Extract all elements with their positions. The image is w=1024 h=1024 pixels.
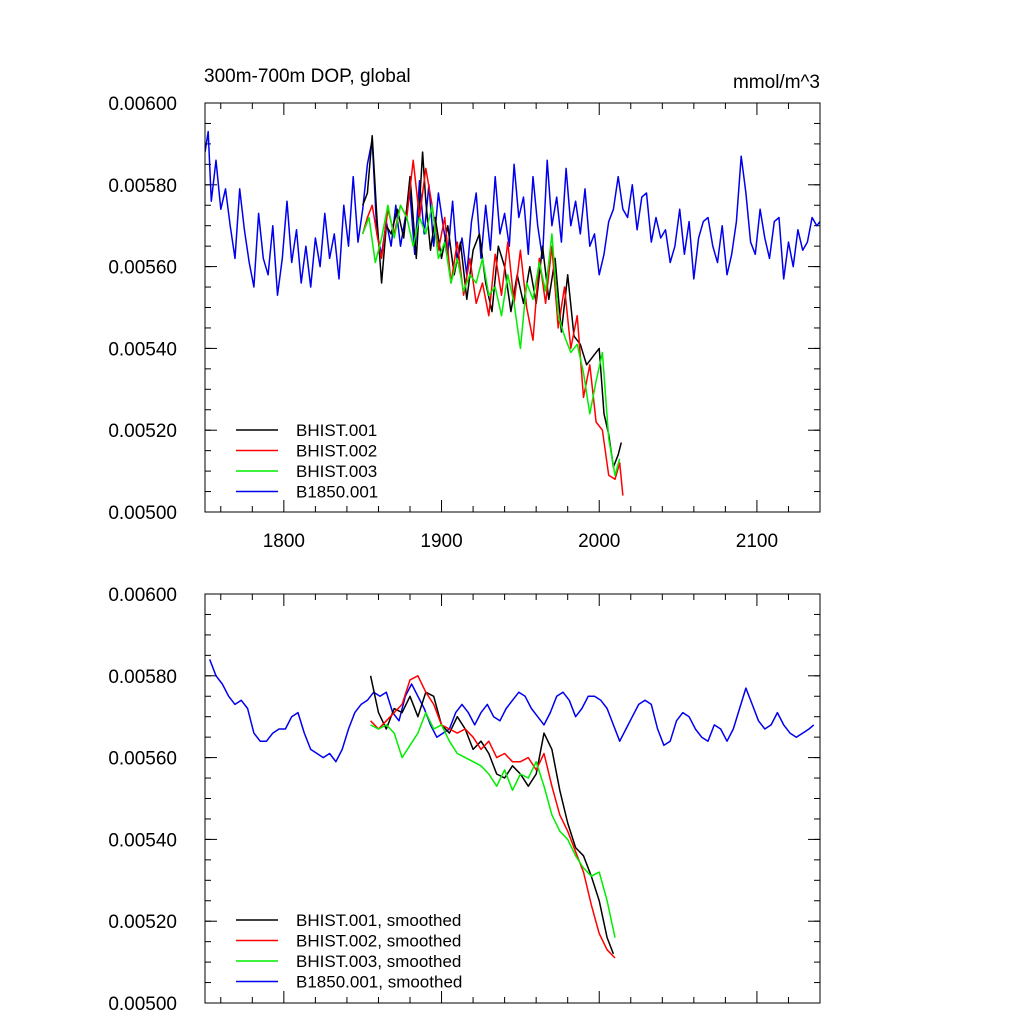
legend-label: BHIST.001 (296, 421, 377, 440)
top-panel: 300m-700m DOP, global mmol/m^3 0.005000.… (108, 66, 821, 552)
series-group (208, 659, 815, 959)
legend: BHIST.001, smoothed BHIST.002, smoothedBH… (236, 911, 462, 992)
y-tick-label: 0.00540 (108, 830, 177, 851)
legend-label: BHIST.003 (296, 462, 377, 481)
series-line-b1850-001 (205, 130, 820, 296)
plot-frame (204, 102, 821, 513)
series-line-bhist-001 (361, 134, 623, 468)
legend-label: BHIST.003, smoothed (296, 952, 461, 971)
legend-label: BHIST.001, smoothed (296, 911, 461, 930)
legend-label: BHIST.002, smoothed (296, 932, 461, 951)
plot-frame (204, 593, 821, 1004)
series-line-bhist-003 (361, 204, 621, 476)
legend-label: B1850.001 (296, 483, 378, 502)
y-tick-label: 0.00600 (108, 585, 177, 606)
x-tick-label: 2000 (578, 531, 620, 552)
panel-title: 300m-700m DOP, global (204, 66, 411, 87)
x-tick-label: 1800 (263, 531, 305, 552)
units-label: mmol/m^3 (733, 72, 820, 93)
y-tick-label: 0.00540 (108, 339, 177, 360)
series-line-b1850-001 (208, 659, 815, 763)
legend-label: B1850.001, smoothed (296, 973, 462, 992)
bottom-panel: 0.00500 0.00520 0.00540 0.00560 0.00580 0.006… (108, 585, 821, 1015)
series-line-bhist-003 (370, 711, 616, 938)
y-tick-label: 0.00560 (108, 749, 177, 770)
series-line-bhist-002 (370, 675, 616, 959)
legend-label: BHIST.002 (296, 442, 377, 461)
y-tick-label: 0.00580 (108, 667, 177, 688)
x-tick-label: 2100 (736, 531, 778, 552)
y-tick-label: 0.00520 (108, 912, 177, 933)
y-tick-label: 0.00500 (108, 994, 177, 1015)
series-group (205, 130, 820, 496)
y-tick-label: 0.00560 (108, 258, 177, 279)
axis-ticks: 0.00500 0.00520 0.00540 0.00560 0.00580 0.006… (108, 94, 821, 552)
y-tick-label: 0.00500 (108, 503, 177, 524)
series-line-bhist-001 (369, 675, 615, 955)
y-tick-label: 0.00600 (108, 94, 177, 115)
y-tick-label: 0.00580 (108, 176, 177, 197)
y-tick-label: 0.00520 (108, 421, 177, 442)
x-tick-label: 1900 (420, 531, 462, 552)
axis-ticks: 0.00500 0.00520 0.00540 0.00560 0.00580 0.006… (108, 585, 821, 1015)
